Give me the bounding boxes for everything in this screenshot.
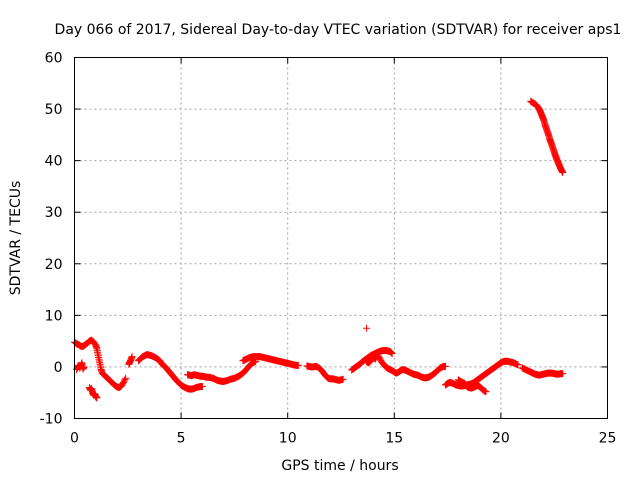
x-tick-labels: 0 5 10 15 20 25 bbox=[70, 431, 616, 447]
x-tick-label: 20 bbox=[492, 431, 510, 447]
y-tick-label: 50 bbox=[45, 102, 63, 118]
x-tick-label: 5 bbox=[177, 431, 186, 447]
data-point bbox=[441, 362, 449, 370]
y-tick-label: 0 bbox=[54, 360, 63, 376]
data-point bbox=[80, 363, 88, 371]
grid-lines bbox=[74, 57, 608, 419]
y-tick-label: 40 bbox=[45, 154, 63, 170]
data-point bbox=[387, 348, 395, 356]
plot-frame bbox=[74, 57, 608, 419]
data-point bbox=[559, 370, 567, 378]
data-points bbox=[71, 97, 567, 402]
data-point bbox=[93, 394, 101, 402]
data-point bbox=[482, 388, 490, 396]
data-point bbox=[363, 324, 371, 332]
x-tick-label: 0 bbox=[70, 431, 79, 447]
data-point bbox=[294, 361, 302, 369]
x-tick-label: 10 bbox=[279, 431, 297, 447]
y-tick-label: 10 bbox=[45, 308, 63, 324]
chart-title: Day 066 of 2017, Sidereal Day-to-day VTE… bbox=[55, 22, 622, 38]
y-tick-labels: -10 0 10 20 30 40 50 60 bbox=[40, 51, 63, 428]
data-point bbox=[388, 350, 396, 358]
data-point bbox=[128, 353, 136, 361]
data-point bbox=[198, 383, 206, 391]
x-axis-label: GPS time / hours bbox=[281, 458, 398, 474]
y-tick-label: 20 bbox=[45, 257, 63, 273]
y-tick-label: 60 bbox=[45, 51, 63, 67]
axis-ticks bbox=[74, 57, 608, 419]
data-point bbox=[339, 375, 347, 383]
data-point bbox=[121, 376, 129, 384]
y-tick-label: 30 bbox=[45, 205, 63, 221]
x-tick-label: 15 bbox=[385, 431, 403, 447]
data-point bbox=[387, 349, 395, 357]
data-point bbox=[514, 361, 522, 369]
data-point bbox=[559, 169, 567, 177]
data-point bbox=[122, 374, 130, 382]
y-tick-label: -10 bbox=[40, 412, 63, 428]
x-tick-label: 25 bbox=[599, 431, 617, 447]
y-axis-label: SDTVAR / TECUs bbox=[8, 181, 24, 296]
